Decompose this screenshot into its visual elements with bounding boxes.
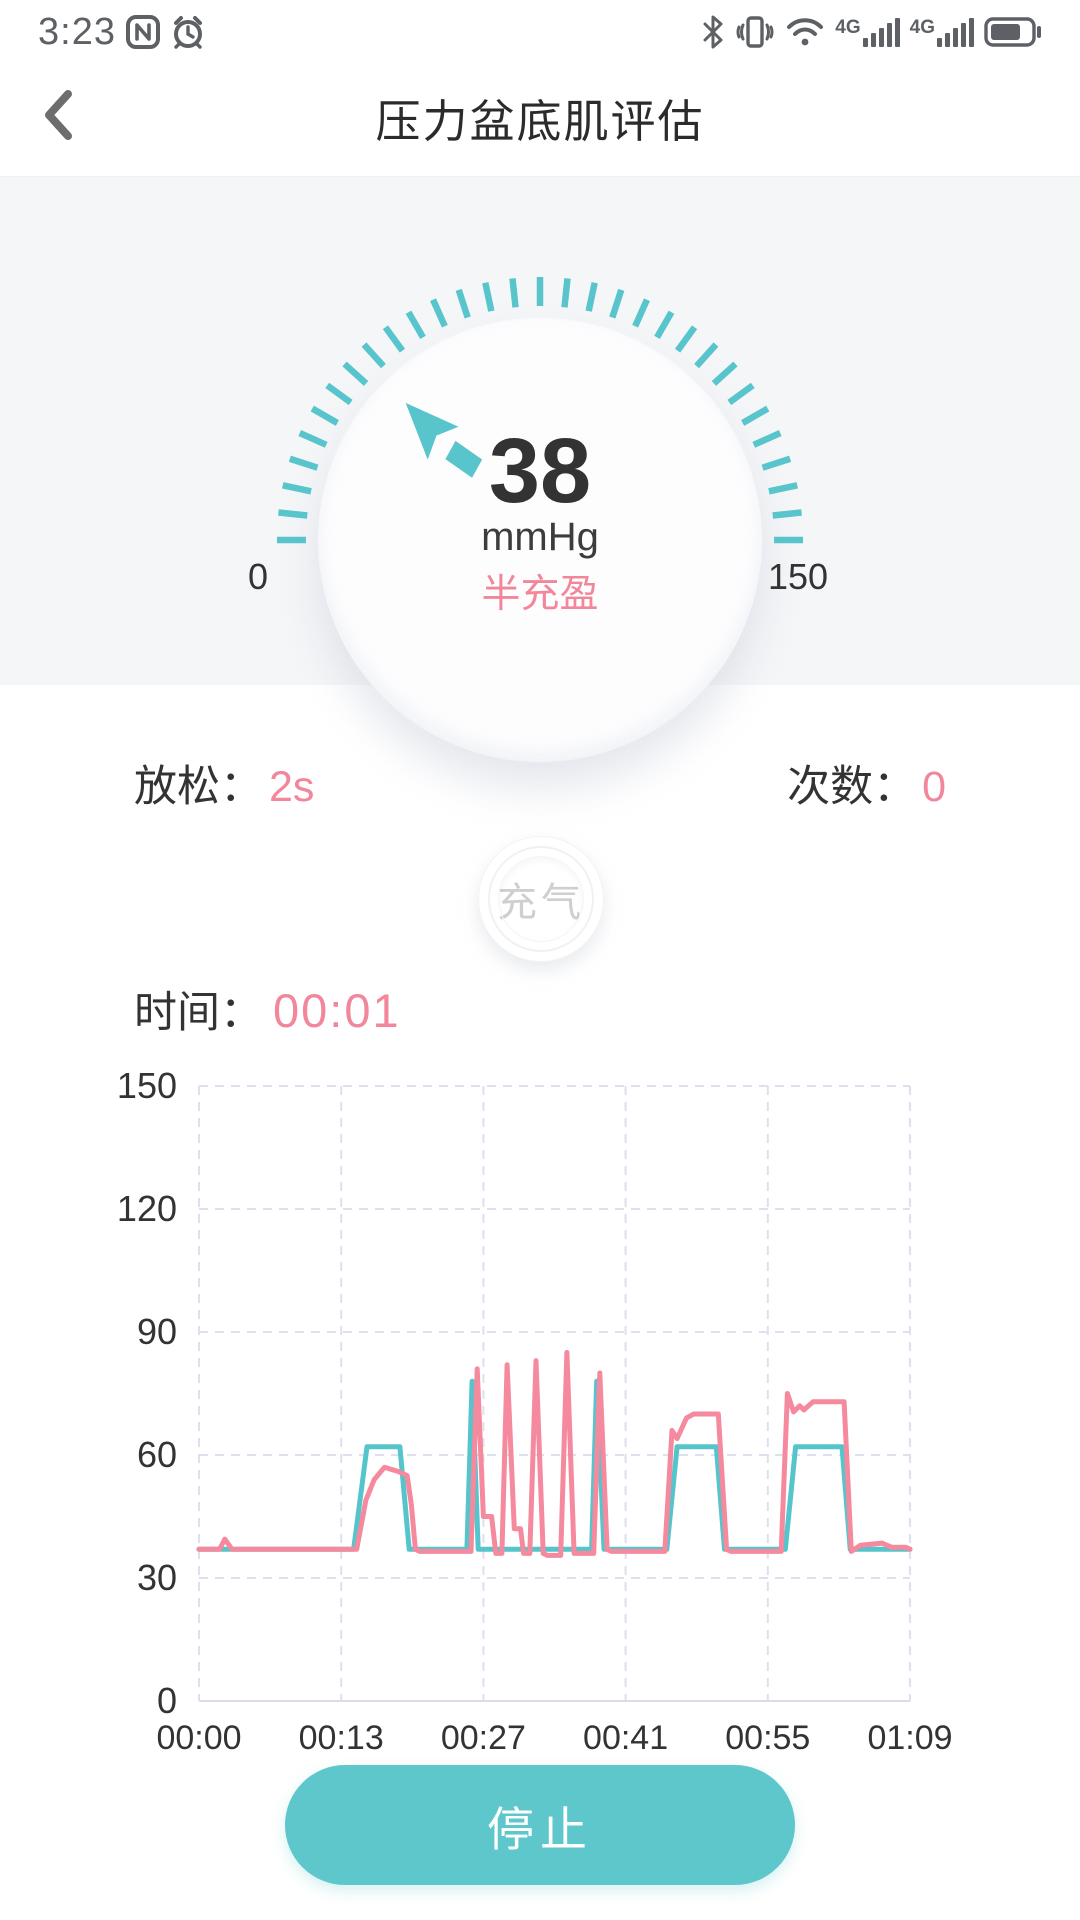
network-type-label: 4G (835, 16, 861, 38)
nfc-icon (125, 15, 160, 49)
signal-bars (862, 17, 900, 47)
status-bar-right: 4G 4G (701, 15, 1042, 49)
relax-label: 放松： (134, 763, 263, 811)
signal-4g-icon-2: 4G (909, 16, 974, 47)
svg-text:150: 150 (117, 1065, 177, 1106)
back-button[interactable] (28, 82, 88, 152)
status-bar: 3:23 4G 4 (0, 0, 1080, 58)
gauge-unit: mmHg (481, 515, 599, 559)
bluetooth-icon (701, 15, 725, 49)
svg-text:00:41: 00:41 (583, 1719, 668, 1757)
relax-metric: 放松： 2s (134, 752, 314, 814)
count-label: 次数： (787, 763, 917, 811)
svg-text:90: 90 (137, 1311, 177, 1352)
signal-bars-2 (937, 17, 974, 47)
inflate-button[interactable]: 充气 (478, 836, 604, 962)
gauge-value: 38 (488, 420, 592, 522)
gauge-min-label: 0 (248, 556, 269, 597)
stop-button[interactable]: 停止 (285, 1765, 795, 1885)
metrics-row: 放松： 2s 次数： 0 (0, 752, 1080, 814)
header: 压力盆底肌评估 (0, 58, 1080, 177)
time-label: 时间： (134, 989, 263, 1037)
stop-button-label: 停止 (487, 1802, 593, 1856)
gauge-status-label: 半充盈 (481, 573, 599, 616)
pressure-chart: 0 30 60 90 120 150 00:00 00:13 00:27 00:41 00:55 01… (0, 1055, 1080, 1760)
network-type-label-2: 4G (909, 16, 935, 38)
vibrate-icon (735, 15, 775, 49)
relax-value: 2s (269, 763, 315, 811)
count-value: 0 (922, 763, 946, 811)
svg-text:00:55: 00:55 (725, 1719, 810, 1757)
signal-4g-icon: 4G (835, 16, 900, 47)
svg-text:00:00: 00:00 (156, 1719, 241, 1757)
status-bar-left: 3:23 (38, 11, 206, 54)
chevron-left-icon (41, 88, 75, 147)
svg-text:01:09: 01:09 (867, 1719, 952, 1757)
status-time: 3:23 (38, 10, 116, 53)
battery-icon (984, 17, 1042, 47)
pressure-chart-svg: 0 30 60 90 120 150 00:00 00:13 00:27 00:41 00:55 01… (117, 1065, 953, 1757)
svg-text:00:27: 00:27 (441, 1719, 526, 1757)
time-row: 时间： 00:01 (134, 978, 401, 1040)
page-title: 压力盆底肌评估 (375, 95, 705, 147)
svg-text:60: 60 (137, 1434, 177, 1475)
gauge-inner-circle (318, 318, 762, 762)
wifi-icon (785, 16, 825, 48)
svg-text:0: 0 (157, 1680, 177, 1721)
svg-text:00:13: 00:13 (299, 1719, 384, 1757)
svg-text:120: 120 (117, 1188, 177, 1229)
inflate-button-label: 充气 (497, 881, 585, 925)
time-value: 00:01 (273, 984, 401, 1037)
alarm-icon (170, 14, 206, 50)
svg-text:30: 30 (137, 1557, 177, 1598)
count-metric: 次数： 0 (787, 752, 946, 814)
gauge-max-label: 150 (768, 556, 829, 597)
